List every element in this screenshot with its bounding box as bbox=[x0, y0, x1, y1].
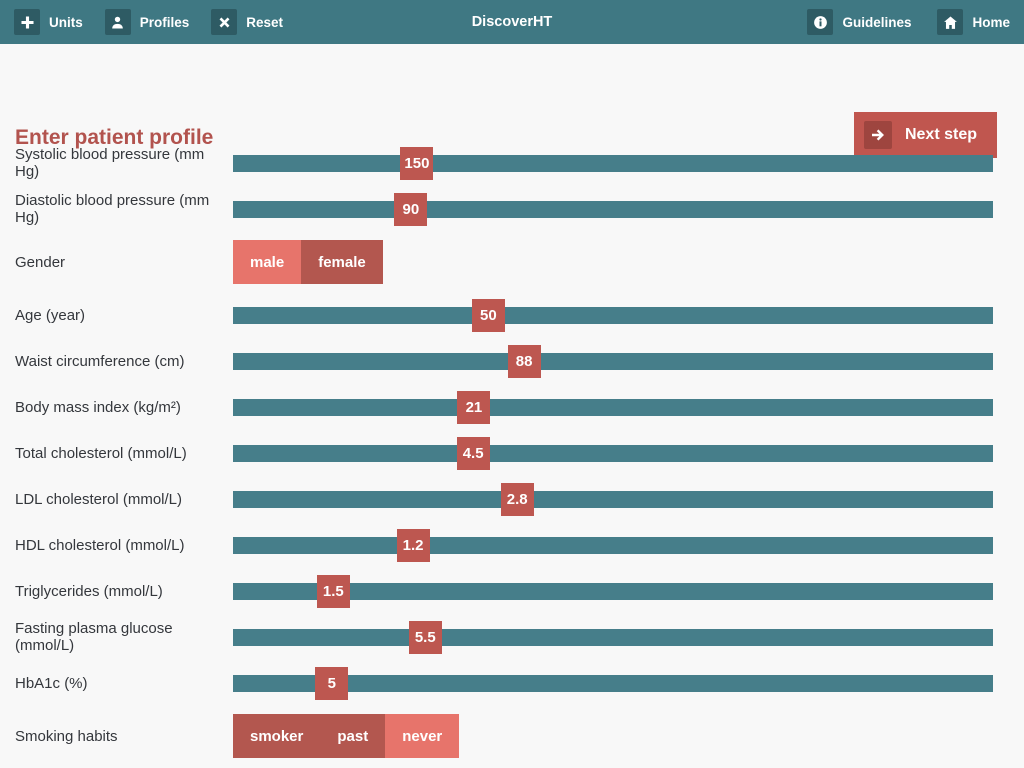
slider-row: Fasting plasma glucose (mmol/L) 5.5 bbox=[15, 614, 993, 660]
row-label: Fasting plasma glucose (mmol/L) bbox=[15, 620, 173, 654]
row-label: HDL cholesterol (mmol/L) bbox=[15, 536, 185, 554]
nav-reset-label: Reset bbox=[246, 14, 284, 30]
choice-row: Gender male female bbox=[15, 232, 993, 292]
row-label: Triglycerides (mmol/L) bbox=[15, 582, 163, 600]
top-navigation-bar: Units Profiles Reset DiscoverHT Guidelin… bbox=[0, 0, 1024, 44]
slider-track[interactable]: 2.8 bbox=[233, 482, 993, 516]
nav-right-group: Guidelines Home bbox=[781, 9, 1010, 35]
slider-track[interactable]: 150 bbox=[233, 146, 993, 180]
slider-handle[interactable]: 50 bbox=[471, 298, 505, 332]
patient-profile-form: Systolic blood pressure (mm Hg) 150 Diasto… bbox=[0, 140, 1024, 766]
slider-track-area: 90 bbox=[233, 186, 993, 232]
slider-track[interactable]: 5.5 bbox=[233, 620, 993, 654]
choice-option-never[interactable]: never bbox=[385, 714, 460, 758]
slider-handle[interactable]: 90 bbox=[394, 192, 428, 226]
slider-handle[interactable]: 1.2 bbox=[396, 528, 430, 562]
nav-units[interactable]: Units bbox=[14, 9, 83, 35]
row-label: Age (year) bbox=[15, 306, 86, 324]
row-label: LDL cholesterol (mmol/L) bbox=[15, 490, 182, 508]
slider-track-area: 5 bbox=[233, 660, 993, 706]
choice-option-male[interactable]: male bbox=[233, 240, 302, 284]
row-label: Gender bbox=[15, 253, 66, 271]
choice-group: smoker past never bbox=[233, 714, 460, 758]
slider-row: Systolic blood pressure (mm Hg) 150 bbox=[15, 140, 993, 186]
slider-row: HDL cholesterol (mmol/L) 1.2 bbox=[15, 522, 993, 568]
home-icon bbox=[937, 9, 964, 35]
slider-handle[interactable]: 88 bbox=[507, 344, 541, 378]
slider-track-area: 2.8 bbox=[233, 476, 993, 522]
slider-track-area: 1.2 bbox=[233, 522, 993, 568]
slider-track-area: 50 bbox=[233, 292, 993, 338]
slider-row: HbA1c (%) 5 bbox=[15, 660, 993, 706]
nav-profiles[interactable]: Profiles bbox=[104, 9, 190, 35]
slider-row: Triglycerides (mmol/L) 1.5 bbox=[15, 568, 993, 614]
slider-handle[interactable]: 2.8 bbox=[500, 482, 534, 516]
slider-track-area: 21 bbox=[233, 384, 993, 430]
slider-track-area: 4.5 bbox=[233, 430, 993, 476]
row-label: Smoking habits bbox=[15, 727, 118, 745]
choice-option-past[interactable]: past bbox=[320, 714, 386, 758]
slider-track-area: 1.5 bbox=[233, 568, 993, 614]
slider-handle[interactable]: 21 bbox=[457, 390, 491, 424]
row-label: Diastolic blood pressure (mm Hg) bbox=[15, 192, 210, 226]
choice-row: Smoking habits smoker past never bbox=[15, 706, 993, 766]
nav-guidelines-label: Guidelines bbox=[842, 14, 912, 30]
plus-icon bbox=[14, 9, 40, 35]
slider-handle[interactable]: 5.5 bbox=[408, 620, 442, 654]
slider-track[interactable]: 21 bbox=[233, 390, 993, 424]
choice-option-female[interactable]: female bbox=[301, 240, 383, 284]
row-label: Waist circumference (cm) bbox=[15, 352, 185, 370]
slider-track-area: 150 bbox=[233, 140, 993, 186]
row-label: Total cholesterol (mmol/L) bbox=[15, 444, 187, 462]
slider-track-area: 5.5 bbox=[233, 614, 993, 660]
row-label: Body mass index (kg/m²) bbox=[15, 398, 181, 416]
nav-reset[interactable]: Reset bbox=[211, 9, 283, 35]
slider-row: Body mass index (kg/m²) 21 bbox=[15, 384, 993, 430]
nav-profiles-label: Profiles bbox=[139, 14, 190, 30]
slider-track[interactable]: 88 bbox=[233, 344, 993, 378]
slider-handle[interactable]: 4.5 bbox=[456, 436, 490, 470]
slider-row: LDL cholesterol (mmol/L) 2.8 bbox=[15, 476, 993, 522]
choice-option-smoker[interactable]: smoker bbox=[233, 714, 321, 758]
slider-row: Waist circumference (cm) 88 bbox=[15, 338, 993, 384]
slider-track[interactable]: 1.5 bbox=[233, 574, 993, 608]
arrow-right-icon bbox=[863, 121, 892, 149]
slider-row: Age (year) 50 bbox=[15, 292, 993, 338]
nav-units-label: Units bbox=[49, 14, 83, 30]
nav-home-label: Home bbox=[972, 14, 1010, 30]
slider-track[interactable]: 4.5 bbox=[233, 436, 993, 470]
slider-track[interactable]: 1.2 bbox=[233, 528, 993, 562]
next-step-label: Next step bbox=[904, 126, 977, 143]
slider-row: Total cholesterol (mmol/L) 4.5 bbox=[15, 430, 993, 476]
slider-handle[interactable]: 1.5 bbox=[316, 574, 350, 608]
choice-group: male female bbox=[233, 240, 383, 284]
slider-handle[interactable]: 5 bbox=[315, 666, 349, 700]
page-header: Enter patient profile Next step bbox=[0, 44, 1024, 158]
slider-track-area: 88 bbox=[233, 338, 993, 384]
x-icon bbox=[211, 9, 238, 35]
slider-track[interactable]: 50 bbox=[233, 298, 993, 332]
nav-home[interactable]: Home bbox=[937, 9, 1010, 35]
page-title: Enter patient profile bbox=[15, 126, 214, 149]
person-icon bbox=[104, 9, 131, 35]
slider-track[interactable]: 90 bbox=[233, 192, 993, 226]
nav-guidelines[interactable]: Guidelines bbox=[807, 9, 911, 35]
slider-handle[interactable]: 150 bbox=[400, 146, 434, 180]
row-label: HbA1c (%) bbox=[15, 674, 88, 692]
row-label: Systolic blood pressure (mm Hg) bbox=[15, 146, 205, 180]
slider-track[interactable]: 5 bbox=[233, 666, 993, 700]
info-icon bbox=[807, 9, 834, 35]
next-step-button[interactable]: Next step bbox=[853, 112, 997, 158]
slider-row: Diastolic blood pressure (mm Hg) 90 bbox=[15, 186, 993, 232]
app-title: DiscoverHT bbox=[471, 14, 553, 30]
